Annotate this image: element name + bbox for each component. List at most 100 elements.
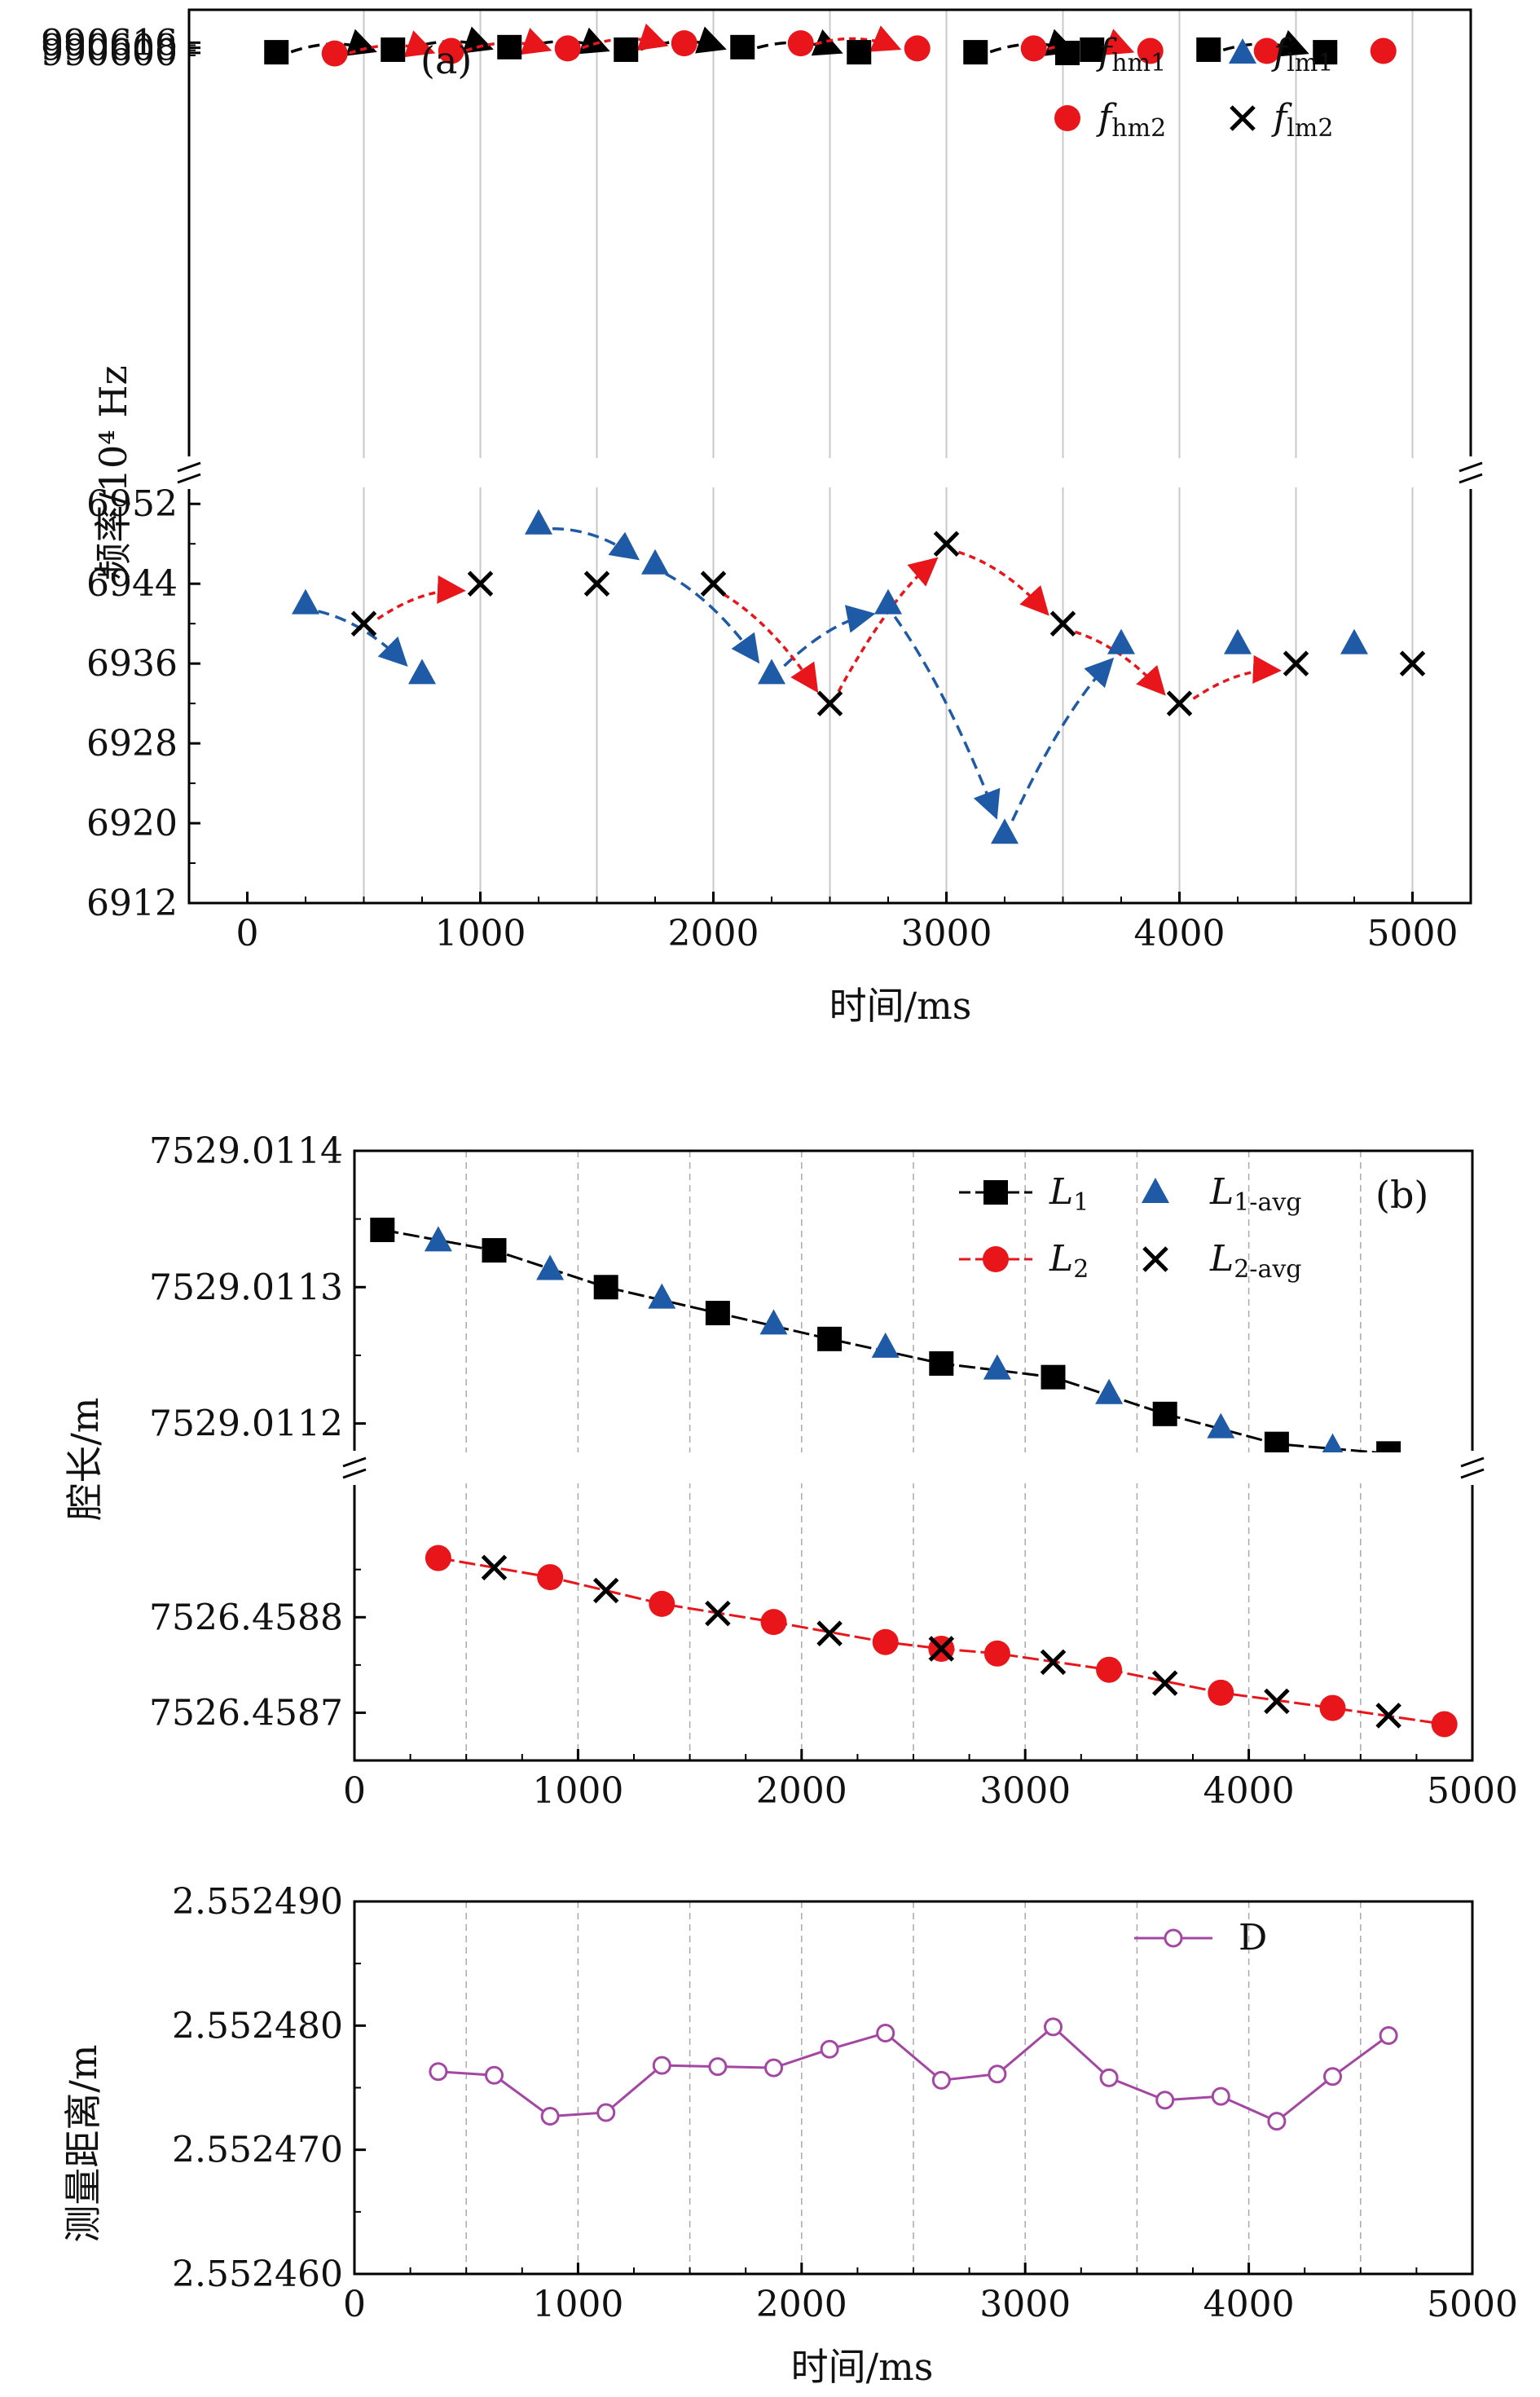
- trend-arrow: [376, 575, 466, 620]
- axis-gap: [338, 1452, 1489, 1483]
- f_lm2-point: [583, 571, 610, 597]
- legend-label: fhm2: [1096, 97, 1166, 143]
- f_hm2-point: [1370, 37, 1397, 64]
- D-point: [429, 2062, 448, 2082]
- legend-marker: [1142, 1178, 1169, 1203]
- legend-marker: [1055, 41, 1080, 65]
- D-point: [596, 2103, 616, 2122]
- f_lm1-point: [641, 549, 669, 575]
- y-tick-label: 6928: [86, 723, 178, 764]
- x-tick-label: 2000: [756, 2284, 847, 2325]
- f_hm1-point: [1196, 37, 1221, 62]
- x-tick-label: 0: [236, 913, 259, 954]
- L1-avg-point: [1207, 1412, 1235, 1439]
- f_lm1-point: [292, 588, 319, 615]
- axis-break-mark: [177, 461, 201, 484]
- D-point: [485, 2065, 504, 2085]
- trend-arrow: [465, 28, 552, 55]
- L2-avg-point: [928, 1636, 955, 1662]
- trend-arrow: [349, 30, 436, 58]
- D-point: [1379, 2026, 1398, 2046]
- f_hm2-point: [787, 30, 814, 57]
- x-tick-label: 5000: [1367, 913, 1459, 954]
- f_lm2-point: [1283, 650, 1309, 676]
- L2-avg-point: [1264, 1688, 1290, 1715]
- L1-point: [482, 1238, 507, 1263]
- f_hm1-point: [1313, 40, 1338, 65]
- x-tick-label: 4000: [1203, 1770, 1295, 1812]
- L1-avg-point: [648, 1283, 676, 1309]
- legend-marker: [1054, 105, 1080, 131]
- x-tick-label: 1000: [532, 1770, 623, 1812]
- legend-marker: [1142, 1246, 1168, 1272]
- f_lm2-point: [467, 571, 494, 597]
- axis-break-mark: [1460, 1456, 1485, 1479]
- L1-point: [593, 1275, 618, 1300]
- trend-arrow: [723, 593, 819, 694]
- x-tick-label: 3000: [901, 913, 992, 954]
- legend-label: L2: [1049, 1238, 1089, 1284]
- x-tick-label: 5000: [1427, 1770, 1518, 1812]
- f_lm2-point: [1399, 650, 1426, 676]
- trend-arrow: [665, 572, 760, 664]
- panel-a-grid: [363, 10, 1414, 903]
- D-point: [876, 2023, 895, 2042]
- y-tick-label: 990608: [41, 28, 178, 69]
- L1-point: [1264, 1431, 1289, 1456]
- panel-a-label: (a): [420, 38, 472, 82]
- panel-c-ticks: 0 1000 2000 3000 4000 5000 2.552460 2.552470 2.5…: [172, 1881, 1518, 2325]
- trend-arrow: [957, 550, 1049, 616]
- f_hm2-point: [1020, 35, 1047, 62]
- f_lm1-point: [408, 659, 436, 685]
- trend-arrow: [318, 610, 408, 667]
- x-tick-label: 4000: [1134, 913, 1225, 954]
- f_hm2-point: [554, 35, 581, 62]
- y-tick-label: 6936: [86, 643, 178, 685]
- L1-avg-point: [983, 1354, 1011, 1380]
- legend-label: L1-avg: [1209, 1171, 1301, 1217]
- L1-point: [370, 1218, 395, 1243]
- y-tick-label: 6912: [86, 883, 178, 924]
- L2-point: [425, 1544, 451, 1571]
- axis-break-mark: [342, 1456, 367, 1479]
- x-tick-label: 3000: [979, 1770, 1071, 1812]
- panel-b-label: (b): [1375, 1173, 1428, 1217]
- D-point: [1099, 2068, 1119, 2087]
- panel-b-ticks: 0 1000 2000 3000 4000 5000 7529.0112 7529.0113 7…: [149, 1130, 1518, 1812]
- y-tick-label: 7529.0113: [149, 1267, 343, 1308]
- f_lm1-point: [525, 509, 552, 535]
- x-tick-label: 1000: [532, 2284, 623, 2325]
- D-point: [931, 2070, 951, 2090]
- L1-point: [705, 1301, 730, 1326]
- L2-avg-point: [705, 1600, 731, 1627]
- D-point: [708, 2057, 728, 2077]
- L2-point: [983, 1640, 1010, 1667]
- legend-label: fhm1: [1096, 32, 1166, 77]
- L2-point: [1208, 1679, 1234, 1706]
- f_hm2-point: [671, 30, 697, 57]
- legend-label: L2-avg: [1209, 1238, 1301, 1284]
- f_hm2-point: [1253, 37, 1280, 64]
- L1-point: [1041, 1364, 1066, 1390]
- y-tick-label: 2.552480: [172, 2005, 343, 2047]
- L2-avg-point: [1151, 1670, 1178, 1696]
- L1-avg-point: [1095, 1378, 1124, 1404]
- f_lm1-point: [1224, 628, 1252, 654]
- axis-gap: [173, 458, 1487, 487]
- x-tick-label: 0: [343, 2284, 366, 2325]
- f_lm1-point: [874, 588, 902, 615]
- f_hm1-point: [847, 40, 872, 65]
- panel-b-ylabel: 腔长/m: [63, 1397, 107, 1520]
- x-tick-label: 2000: [756, 1770, 847, 1812]
- y-tick-label: 2.552490: [172, 1881, 343, 1923]
- D-point: [820, 2039, 839, 2059]
- f_hm1-point: [614, 37, 639, 62]
- f_lm1-point: [991, 818, 1019, 844]
- panel-c: 0 1000 2000 3000 4000 5000 2.552460 2.552470 2.5…: [61, 1881, 1518, 2389]
- f_lm2-point: [933, 531, 960, 557]
- L2-point: [872, 1628, 899, 1655]
- L1-point: [1152, 1401, 1177, 1426]
- f_lm2-point: [350, 610, 377, 637]
- y-tick-label: 6944: [86, 563, 178, 605]
